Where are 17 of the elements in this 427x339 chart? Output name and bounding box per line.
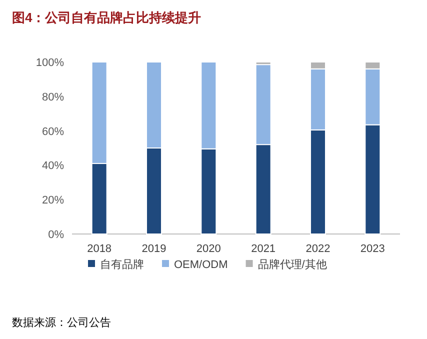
y-tick-label: 80% — [42, 91, 64, 104]
x-tick-label: 2019 — [142, 243, 166, 255]
chart-title: 图4：公司自有品牌占比持续提升 — [12, 10, 202, 25]
legend-label: OEM/ODM — [174, 259, 228, 271]
source-note: 数据来源：公司公告 — [12, 316, 111, 329]
y-tick-label: 20% — [42, 194, 64, 207]
x-tick-label: 2021 — [251, 243, 276, 255]
x-tick-label: 2022 — [306, 243, 330, 255]
y-tick-label: 40% — [42, 160, 64, 172]
y-tick-label: 100% — [36, 57, 64, 69]
legend-label: 品牌代理/其他 — [258, 258, 327, 271]
x-tick-label: 2020 — [196, 243, 221, 255]
x-tick-label: 2023 — [360, 243, 385, 255]
legend-label: 自有品牌 — [100, 259, 144, 271]
y-tick-label: 0% — [48, 229, 64, 241]
y-tick-label: 60% — [42, 126, 64, 138]
x-tick-label: 2018 — [87, 243, 112, 255]
